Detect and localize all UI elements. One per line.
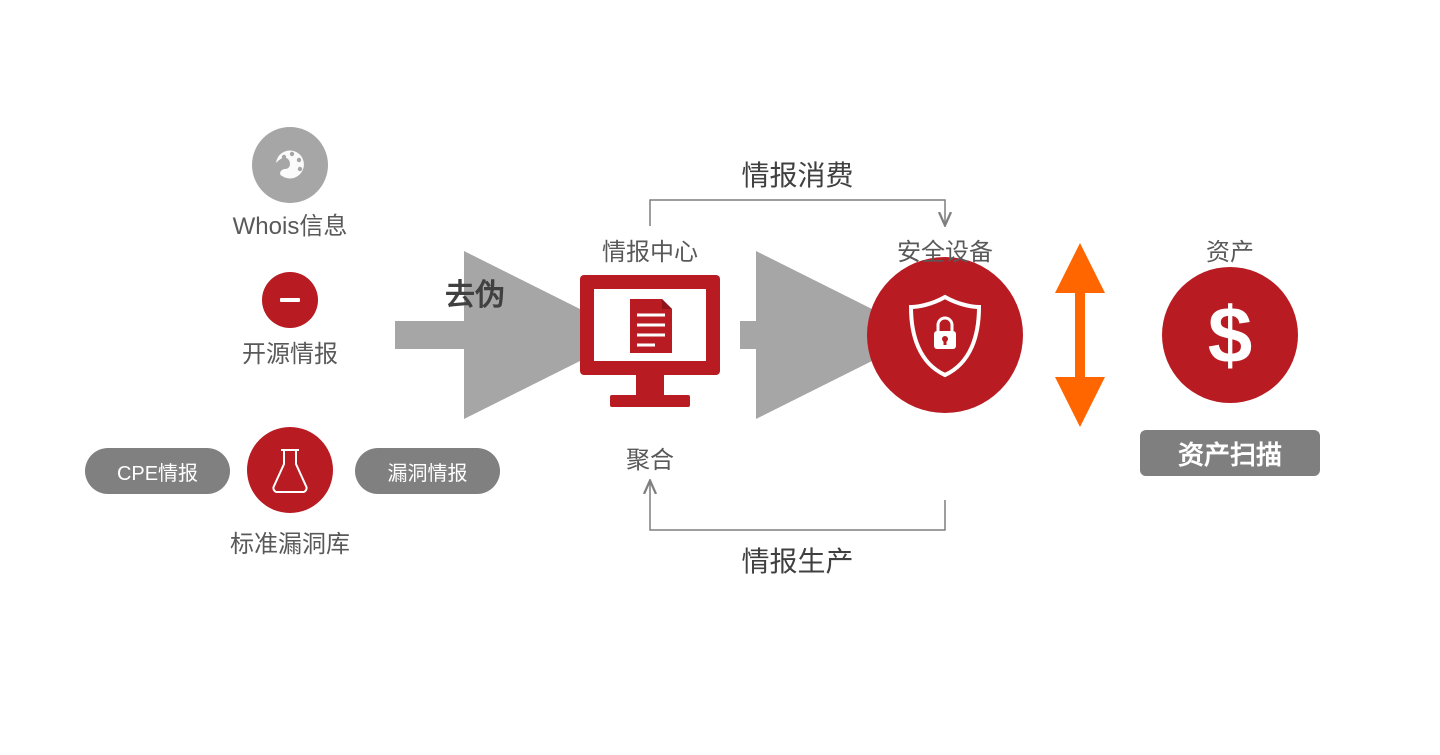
diagram-svg-layer: $: [0, 0, 1440, 755]
sec-device-label: 安全设备: [870, 232, 1020, 267]
std-vuln-label: 标准漏洞库: [190, 524, 390, 559]
cpe-pill: CPE情报: [85, 448, 230, 494]
connector-produce: [650, 482, 945, 530]
svg-text:$: $: [1208, 291, 1253, 380]
std-vuln-node: [247, 427, 333, 513]
whois-node: [252, 127, 328, 203]
vuln-pill: 漏洞情报: [355, 448, 500, 494]
intel-consume-label: 情报消费: [710, 154, 885, 194]
asset-label: 资产: [1170, 232, 1290, 267]
aggregate-label: 聚合: [600, 440, 700, 475]
intel-produce-label: 情报生产: [710, 540, 885, 580]
open-intel-label: 开源情报: [190, 334, 390, 369]
intel-center-icon: [580, 275, 720, 407]
asset-scan-box: 资产扫描: [1140, 430, 1320, 476]
whois-label: Whois信息: [190, 206, 390, 241]
connector-consume: [650, 200, 945, 226]
sec-device-node: [867, 257, 1023, 413]
asset-node: $: [1162, 267, 1298, 403]
dedup-label: 去伪: [420, 270, 530, 314]
open-intel-node: [262, 272, 318, 328]
intel-center-label: 情报中心: [575, 232, 725, 267]
